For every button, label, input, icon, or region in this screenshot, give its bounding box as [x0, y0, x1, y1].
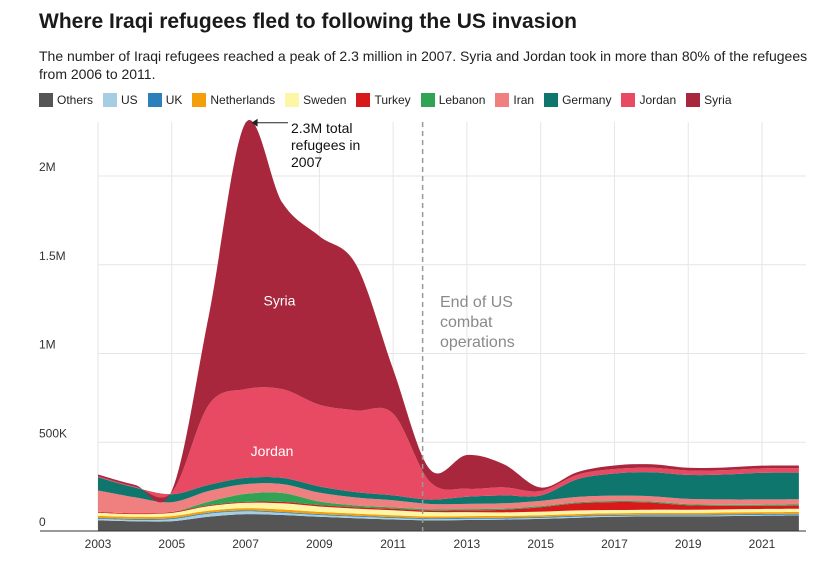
area-us	[98, 511, 799, 522]
legend-item-others: Others	[39, 93, 93, 107]
y-tick-label: 1M	[39, 338, 56, 352]
legend-swatch	[192, 93, 207, 107]
annotation-end-combat: End of US combat operations	[440, 294, 515, 351]
x-tick-label: 2007	[232, 537, 259, 551]
legend-item-us: US	[103, 93, 138, 107]
annotation-line: End of US	[440, 294, 513, 311]
legend-label: Sweden	[303, 93, 347, 107]
area-label-syria: Syria	[263, 292, 295, 308]
legend-swatch	[420, 93, 435, 107]
x-tick-label: 2021	[749, 537, 776, 551]
area-uk	[98, 510, 799, 520]
y-tick-label: 2M	[39, 160, 56, 174]
legend-item-netherlands: Netherlands	[192, 93, 275, 107]
legend-swatch	[147, 93, 162, 107]
legend-item-germany: Germany	[544, 93, 611, 107]
x-tick-label: 2005	[158, 537, 185, 551]
legend-label: Others	[57, 93, 94, 107]
legend-label: Netherlands	[210, 93, 276, 107]
legend-label: Jordan	[639, 93, 677, 107]
y-tick-label: 0	[39, 515, 46, 529]
legend-label: US	[121, 93, 138, 107]
area-netherlands	[98, 508, 799, 519]
legend-item-jordan: Jordan	[621, 93, 676, 107]
legend-swatch	[285, 93, 300, 107]
legend-label: UK	[165, 93, 183, 107]
area-turkey	[98, 501, 799, 515]
legend-label: Turkey	[374, 93, 411, 107]
legend-item-uk: UK	[147, 93, 183, 107]
annotation-arrowhead	[251, 118, 258, 127]
legend-item-iran: Iran	[495, 93, 534, 107]
legend-label: Syria	[704, 93, 732, 107]
chart-subtitle: The number of Iraqi refugees reached a p…	[39, 48, 808, 82]
legend-swatch	[686, 93, 701, 107]
legend-item-sweden: Sweden	[285, 93, 346, 107]
area-syria	[98, 120, 799, 503]
legend-item-turkey: Turkey	[356, 93, 411, 107]
x-tick-label: 2003	[85, 537, 112, 551]
legend-swatch	[39, 93, 53, 107]
legend-swatch	[356, 93, 371, 107]
annotation-line: combat	[440, 314, 493, 331]
x-tick-label: 2011	[380, 537, 406, 551]
area-others	[98, 514, 799, 531]
x-tick-label: 2019	[675, 537, 702, 551]
x-tick-label: 2015	[527, 537, 554, 551]
legend-swatch	[103, 93, 118, 107]
legend-item-lebanon: Lebanon	[420, 93, 486, 107]
legend-label: Germany	[562, 93, 612, 107]
legend-item-syria: Syria	[686, 93, 732, 107]
x-tick-label: 2017	[601, 537, 628, 551]
area-iran	[98, 483, 799, 514]
x-tick-label: 2013	[454, 537, 481, 551]
annotation-peak: 2.3M total refugees in 2007	[291, 120, 360, 170]
area-lebanon	[98, 492, 799, 514]
y-tick-label: 500K	[39, 426, 67, 440]
annotation-line: 2.3M total	[291, 120, 352, 136]
annotation-line: 2007	[291, 154, 322, 170]
legend-label: Iran	[513, 93, 535, 107]
legend: Others US UK Netherlands Sweden Turkey Lebanon…	[39, 93, 742, 107]
legend-swatch	[495, 93, 510, 107]
area-sweden	[98, 502, 799, 517]
annotation-line: refugees in	[291, 137, 360, 153]
legend-label: Lebanon	[438, 93, 486, 107]
area-label-jordan: Jordan	[251, 443, 294, 459]
legend-swatch	[621, 93, 636, 107]
y-tick-label: 1.5M	[39, 249, 66, 263]
chart-title: Where Iraqi refugees fled to following t…	[39, 10, 577, 33]
areas-group	[98, 120, 799, 531]
annotation-line: operations	[440, 334, 515, 351]
x-tick-label: 2009	[306, 537, 333, 551]
area-jordan	[98, 387, 799, 500]
area-germany	[98, 472, 799, 505]
legend-swatch	[544, 93, 559, 107]
